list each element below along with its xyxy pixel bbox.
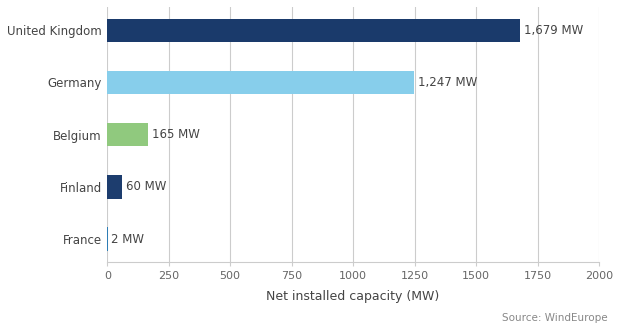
Text: 1,679 MW: 1,679 MW — [524, 24, 583, 37]
Text: 165 MW: 165 MW — [151, 128, 200, 141]
Bar — [107, 19, 520, 42]
Text: 60 MW: 60 MW — [126, 180, 166, 193]
Bar — [107, 175, 122, 199]
Bar — [107, 71, 414, 94]
Bar — [107, 123, 148, 146]
Text: 2 MW: 2 MW — [112, 232, 144, 245]
Text: Source: WindEurope: Source: WindEurope — [502, 313, 608, 323]
X-axis label: Net installed capacity (MW): Net installed capacity (MW) — [267, 290, 440, 303]
Text: 1,247 MW: 1,247 MW — [417, 76, 477, 89]
